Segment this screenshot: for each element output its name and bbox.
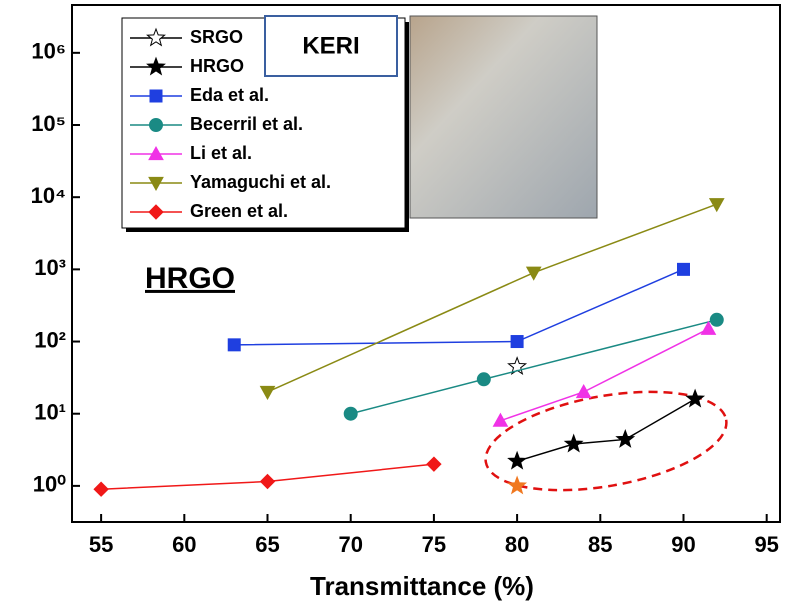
- x-tick-label: 65: [255, 532, 279, 557]
- marker: [427, 457, 441, 471]
- marker: [511, 336, 523, 348]
- keri-label: KERI: [302, 32, 359, 59]
- series-line: [234, 269, 683, 344]
- legend-marker: [150, 90, 162, 102]
- series-line: [268, 204, 717, 392]
- marker: [527, 267, 541, 280]
- hrgo-label: HRGO: [145, 262, 235, 295]
- x-tick-label: 85: [588, 532, 612, 557]
- legend-label: Green et al.: [190, 201, 288, 221]
- marker: [344, 407, 357, 420]
- page: {"chart_data": {"type": "line", "x_label…: [0, 0, 786, 611]
- marker: [493, 414, 507, 427]
- legend-label: Li et al.: [190, 143, 252, 163]
- y-tick-label: 10⁰: [33, 472, 66, 497]
- marker: [261, 475, 275, 489]
- x-axis-title: Transmittance (%): [310, 571, 534, 601]
- inset-photo: [410, 16, 597, 218]
- y-tick-label: 10³: [34, 255, 66, 280]
- legend-label: SRGO: [190, 27, 243, 47]
- x-tick-label: 95: [754, 532, 778, 557]
- legend-label: Eda et al.: [190, 85, 269, 105]
- marker: [577, 385, 591, 398]
- marker: [94, 482, 108, 496]
- y-tick-label: 10⁵: [31, 111, 66, 136]
- marker: [228, 339, 240, 351]
- marker: [677, 263, 689, 275]
- marker: [509, 477, 526, 493]
- legend-label: HRGO: [190, 56, 244, 76]
- chart: KERI HRGO Transmittance (%) 55 60 65 70 75 80…: [0, 0, 786, 606]
- x-tick-label: 80: [505, 532, 529, 557]
- x-tick-label: 70: [338, 532, 362, 557]
- marker: [565, 435, 582, 451]
- x-tick-label: 55: [89, 532, 113, 557]
- y-tick-label: 10¹: [34, 400, 66, 425]
- y-tick-label: 10⁴: [31, 183, 66, 208]
- marker: [710, 199, 724, 212]
- series-line: [500, 329, 708, 421]
- x-tick-label: 60: [172, 532, 196, 557]
- x-tick-label: 90: [671, 532, 695, 557]
- legend-label: Yamaguchi et al.: [190, 172, 331, 192]
- marker: [617, 430, 634, 446]
- legend-label: Becerril et al.: [190, 114, 303, 134]
- marker: [261, 386, 275, 399]
- marker: [710, 313, 723, 326]
- x-tick-label: 75: [422, 532, 446, 557]
- series-line: [517, 399, 695, 461]
- marker: [687, 390, 704, 406]
- y-tick-label: 10⁶: [31, 39, 66, 64]
- legend-marker: [150, 119, 163, 132]
- y-tick-label: 10²: [34, 327, 66, 352]
- marker: [477, 373, 490, 386]
- marker: [509, 452, 526, 468]
